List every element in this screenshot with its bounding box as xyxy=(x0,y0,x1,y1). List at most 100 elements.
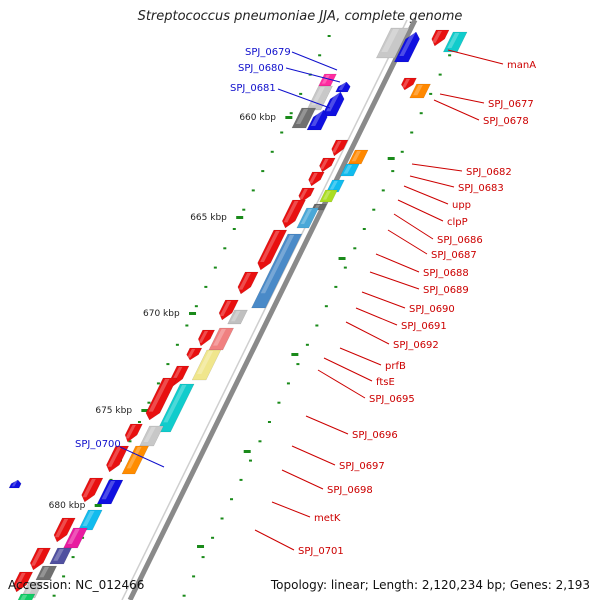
gene-label-spj0691[interactable]: SPJ_0691 xyxy=(401,321,447,332)
gene-feature-highlight xyxy=(20,595,28,600)
gene-feature[interactable] xyxy=(347,149,369,165)
gene-feature[interactable] xyxy=(77,509,103,531)
gene-feature[interactable] xyxy=(296,207,320,229)
leader-line xyxy=(447,49,504,65)
leader-line xyxy=(411,163,463,172)
gene-label-prfb[interactable]: prfB xyxy=(385,361,406,372)
gene-feature[interactable] xyxy=(319,189,338,203)
minor-tick xyxy=(248,459,252,462)
gene-feature[interactable] xyxy=(29,547,51,571)
minor-tick xyxy=(261,170,265,173)
gene-feature-highlight xyxy=(298,189,308,200)
gene-label-spj0695[interactable]: SPJ_0695 xyxy=(369,394,415,405)
gene-label-spj0689[interactable]: SPJ_0689 xyxy=(423,285,469,296)
gene-label-spj0681[interactable]: SPJ_0681 xyxy=(230,83,276,94)
gene-label-spj0697[interactable]: SPJ_0697 xyxy=(339,461,385,472)
gene-feature[interactable] xyxy=(156,383,195,433)
gene-feature-highlight xyxy=(260,231,280,262)
gene-label-spj0701[interactable]: SPJ_0701 xyxy=(298,546,344,557)
gene-feature[interactable] xyxy=(431,29,450,47)
gene-label-mana[interactable]: manA xyxy=(507,60,536,71)
gene-feature[interactable] xyxy=(319,157,336,173)
gene-feature[interactable] xyxy=(251,233,303,309)
gene-feature[interactable] xyxy=(63,527,88,549)
gene-feature[interactable] xyxy=(281,199,306,229)
minor-tick xyxy=(315,324,319,327)
gene-label-spj0677[interactable]: SPJ_0677 xyxy=(488,99,534,110)
gene-label-spj0678[interactable]: SPJ_0678 xyxy=(483,116,529,127)
gene-feature[interactable] xyxy=(8,479,22,489)
minor-tick xyxy=(372,208,376,211)
gene-feature[interactable] xyxy=(339,163,360,177)
gene-label-clpp[interactable]: clpP xyxy=(447,217,468,228)
gene-feature-highlight xyxy=(126,447,142,469)
gene-feature[interactable] xyxy=(106,445,130,473)
gene-feature-highlight xyxy=(238,273,252,290)
gene-feature[interactable] xyxy=(409,83,431,99)
gene-label-spj0698[interactable]: SPJ_0698 xyxy=(327,485,373,496)
gene-feature[interactable] xyxy=(139,425,164,447)
gene-label-spj0688[interactable]: SPJ_0688 xyxy=(423,268,469,279)
gene-feature[interactable] xyxy=(393,31,420,63)
gene-label-spj0682[interactable]: SPJ_0682 xyxy=(466,167,512,178)
gene-feature[interactable] xyxy=(326,179,345,193)
gene-feature[interactable] xyxy=(53,517,76,543)
gene-feature[interactable] xyxy=(257,229,288,271)
gene-label-spj0690[interactable]: SPJ_0690 xyxy=(409,304,455,315)
gene-feature[interactable] xyxy=(49,547,72,565)
ruler-ticks: 660 kbp 665 kbp 670 kbp 675 kbp 680 kbp xyxy=(49,35,461,597)
gene-label-metk[interactable]: metK xyxy=(314,513,341,524)
gene-feature[interactable] xyxy=(191,349,222,381)
gene-feature[interactable] xyxy=(306,85,333,111)
gene-label-spj0680[interactable]: SPJ_0680 xyxy=(238,63,284,74)
gene-feature-highlight xyxy=(308,173,318,184)
gene-feature-highlight xyxy=(351,151,361,162)
gene-feature[interactable] xyxy=(197,329,216,347)
gene-feature-highlight xyxy=(326,93,340,112)
gene-label-spj0679[interactable]: SPJ_0679 xyxy=(245,47,291,58)
major-tick xyxy=(243,450,251,453)
gene-feature[interactable] xyxy=(227,309,248,325)
gene-feature[interactable] xyxy=(218,299,239,321)
gene-feature-highlight xyxy=(331,141,342,153)
gene-feature[interactable] xyxy=(400,77,417,91)
gene-feature[interactable] xyxy=(331,139,349,157)
gene-feature[interactable] xyxy=(145,377,178,421)
minor-tick xyxy=(166,363,170,366)
gene-feature[interactable] xyxy=(335,81,351,93)
gene-feature[interactable] xyxy=(306,109,328,131)
gene-feature[interactable] xyxy=(237,271,259,295)
backbone-line xyxy=(127,18,418,600)
gene-label-spj0687[interactable]: SPJ_0687 xyxy=(431,250,477,261)
major-tick xyxy=(285,116,293,119)
minor-tick xyxy=(147,401,151,404)
gene-feature[interactable] xyxy=(35,565,58,581)
gene-feature[interactable] xyxy=(298,187,315,203)
gene-feature-highlight xyxy=(125,425,136,439)
leader-line xyxy=(433,99,480,121)
gene-feature-highlight xyxy=(343,165,353,174)
gene-feature[interactable] xyxy=(124,423,143,443)
gene-label-spj0683[interactable]: SPJ_0683 xyxy=(458,183,504,194)
gene-label-spj0696[interactable]: SPJ_0696 xyxy=(352,430,398,441)
gene-feature[interactable] xyxy=(208,327,235,351)
minor-tick xyxy=(213,266,217,269)
gene-feature[interactable] xyxy=(375,27,410,59)
gene-feature[interactable] xyxy=(16,593,36,600)
gene-label-spj0686[interactable]: SPJ_0686 xyxy=(437,235,483,246)
gene-label-upp[interactable]: upp xyxy=(452,200,471,211)
gene-label-spj0700[interactable]: SPJ_0700 xyxy=(75,439,121,450)
gene-label-spj0692[interactable]: SPJ_0692 xyxy=(393,340,439,351)
gene-feature[interactable] xyxy=(81,477,104,503)
minor-tick xyxy=(156,382,160,385)
gene-feature[interactable] xyxy=(308,171,325,187)
gene-feature[interactable] xyxy=(321,91,345,117)
gene-feature[interactable] xyxy=(291,107,317,129)
minor-tick xyxy=(267,421,271,423)
gene-feature[interactable] xyxy=(13,571,34,593)
minor-tick xyxy=(419,112,423,115)
gene-feature[interactable] xyxy=(96,479,124,505)
gene-label-ftse[interactable]: ftsE xyxy=(376,377,395,388)
gene-feature[interactable] xyxy=(186,347,203,361)
gene-feature[interactable] xyxy=(121,445,150,475)
